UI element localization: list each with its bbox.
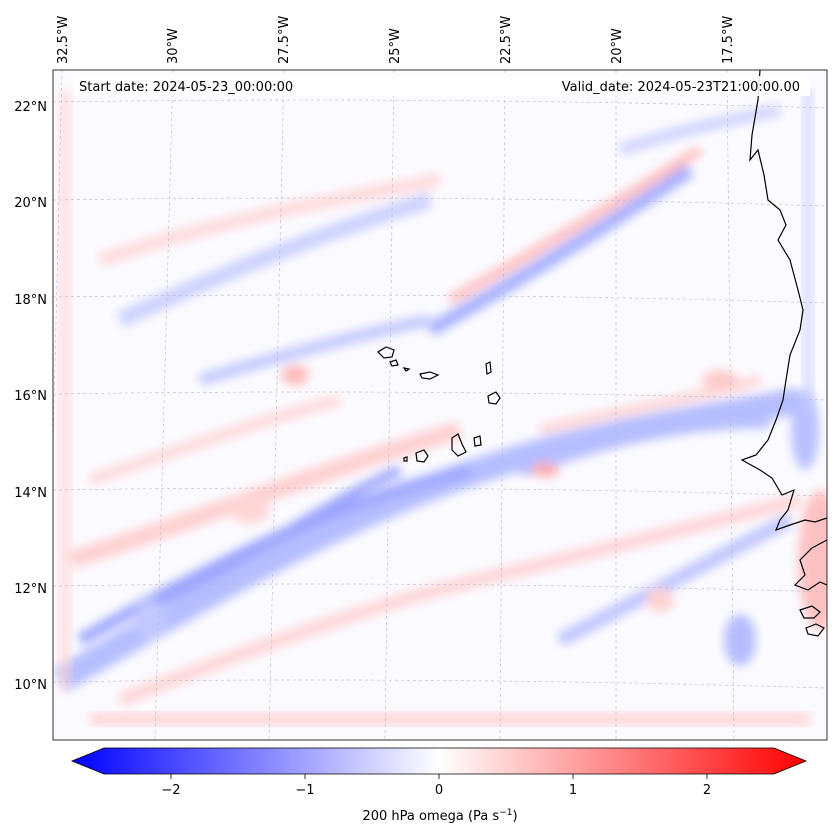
island-outline <box>451 433 467 457</box>
island-outline <box>485 361 492 375</box>
colorbar: −2 −1 0 1 2 200 hPa omega (Pa s−1) <box>70 747 808 824</box>
omega-band-red <box>88 394 342 486</box>
omega-band-blue <box>137 465 402 615</box>
lon-label: 25°W <box>388 28 403 64</box>
colorbar-tick-label: 2 <box>703 783 711 798</box>
latitude-labels: 22°N 20°N 18°N 16°N 14°N 12°N 10°N <box>14 100 47 693</box>
omega-field <box>53 70 827 740</box>
colorbar-label: 200 hPa omega (Pa s−1) <box>362 808 517 824</box>
omega-edge-bottom <box>90 712 810 726</box>
omega-band-blue <box>426 164 694 337</box>
omega-band-red <box>67 421 463 569</box>
colorbar-tick-label: −2 <box>161 783 180 798</box>
colorbar-label-superscript: −1 <box>499 808 512 818</box>
omega-blob-red <box>531 463 559 477</box>
valid-date-label: Valid_date: 2024-05-23T21:00:00.00 <box>562 80 800 95</box>
island-outline <box>402 367 411 372</box>
meridian-gridline <box>499 70 506 740</box>
colorbar-ticks: −2 −1 0 1 2 <box>161 774 711 798</box>
lon-label: 17.5°W <box>721 16 736 64</box>
coastline <box>805 623 825 637</box>
omega-band-blue <box>517 412 771 478</box>
map-panel: Start date: 2024-05-23_00:00:00 Valid_da… <box>52 69 828 741</box>
omega-blob-blue <box>134 600 166 640</box>
omega-blob-red <box>798 490 827 630</box>
lat-label: 22°N <box>14 100 47 115</box>
lat-label: 18°N <box>14 293 47 308</box>
longitude-labels: 32.5°W 30°W 27.5°W 25°W 22.5°W 20°W 17.5… <box>56 16 736 64</box>
meridian-gridline <box>268 70 285 740</box>
colorbar-bar <box>70 747 808 775</box>
omega-blob-red <box>281 365 309 385</box>
lon-label: 30°W <box>166 28 181 64</box>
gridlines <box>53 70 827 740</box>
header-band <box>74 76 810 96</box>
coastline <box>799 605 821 619</box>
island-outline <box>487 391 501 405</box>
island-outline <box>389 359 399 367</box>
coastline <box>793 539 827 591</box>
omega-blob-blue <box>724 614 756 666</box>
lat-label: 20°N <box>14 196 47 211</box>
colorbar-tick-label: 0 <box>435 783 443 798</box>
map-frame <box>52 69 828 741</box>
colorbar-tick-label: 1 <box>569 783 577 798</box>
parallel-gridline <box>53 487 827 497</box>
omega-band-blue <box>198 314 432 386</box>
coastline <box>740 70 827 532</box>
lon-label: 22.5°W <box>499 16 514 64</box>
omega-blob-red <box>230 496 270 524</box>
colorbar-tick-label: −1 <box>295 783 314 798</box>
island-outline <box>473 435 482 447</box>
lon-label: 27.5°W <box>277 16 292 64</box>
omega-band-blue <box>618 104 782 156</box>
meridian-gridline <box>384 70 395 740</box>
parallel-gridline <box>53 197 827 207</box>
meridian-gridline <box>726 70 735 740</box>
lat-label: 14°N <box>14 486 47 501</box>
lon-label: 20°W <box>610 28 625 64</box>
omega-band-red <box>538 375 762 435</box>
colorbar-label-end: ) <box>512 809 517 824</box>
lon-label: 32.5°W <box>56 16 71 64</box>
omega-band-red <box>117 493 802 707</box>
parallel-gridline <box>53 294 827 304</box>
meridian-gridline <box>154 70 174 740</box>
lat-label: 10°N <box>14 678 47 693</box>
island-outline <box>419 371 440 380</box>
island-outline <box>377 346 395 359</box>
islands <box>377 346 501 463</box>
lat-label: 12°N <box>14 582 47 597</box>
omega-band-blue <box>556 513 794 647</box>
omega-blob-red <box>702 370 738 390</box>
omega-band-red <box>97 173 442 267</box>
colorbar-label-text: 200 hPa omega (Pa s <box>362 809 499 824</box>
parallel-gridline <box>53 391 827 401</box>
omega-edge-right <box>802 90 814 410</box>
parallel-gridline <box>53 679 827 689</box>
island-outline <box>403 456 408 462</box>
parallel-gridline <box>53 99 827 109</box>
island-outline <box>415 449 429 463</box>
parallel-gridline <box>53 583 827 593</box>
lat-label: 16°N <box>14 389 47 404</box>
omega-blob-red <box>646 588 674 612</box>
omega-band-blue <box>116 192 433 328</box>
start-date-label: Start date: 2024-05-23_00:00:00 <box>79 80 293 95</box>
omega-band-red <box>447 145 703 305</box>
omega-edge-left <box>58 90 72 690</box>
